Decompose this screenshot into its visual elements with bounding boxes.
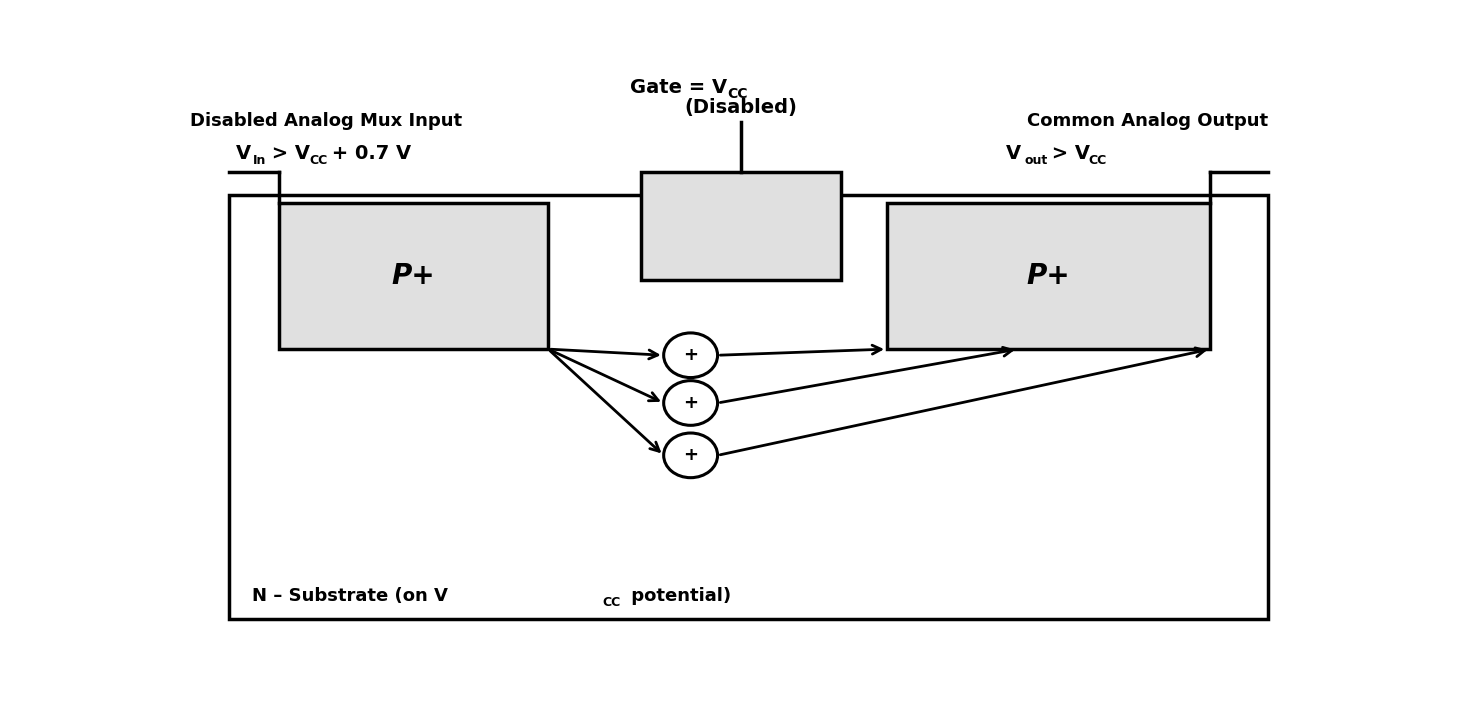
Text: P+: P+ bbox=[392, 262, 435, 290]
Text: Disabled Analog Mux Input: Disabled Analog Mux Input bbox=[190, 112, 462, 130]
Ellipse shape bbox=[663, 433, 717, 478]
Text: (Disabled): (Disabled) bbox=[684, 97, 798, 117]
Text: potential): potential) bbox=[625, 587, 732, 605]
Bar bbox=[228, 195, 1268, 619]
Text: +: + bbox=[684, 394, 698, 412]
Text: > V: > V bbox=[264, 143, 310, 163]
Text: N – Substrate (on V: N – Substrate (on V bbox=[251, 587, 447, 605]
Text: In: In bbox=[253, 154, 267, 167]
Text: V: V bbox=[237, 143, 251, 163]
Ellipse shape bbox=[663, 333, 717, 378]
Bar bbox=[279, 203, 548, 349]
Bar bbox=[640, 172, 840, 280]
Text: Common Analog Output: Common Analog Output bbox=[1027, 112, 1268, 130]
Text: CC: CC bbox=[602, 596, 621, 609]
Text: P+: P+ bbox=[1027, 262, 1071, 290]
Text: +: + bbox=[684, 346, 698, 364]
Text: CC: CC bbox=[1088, 154, 1107, 167]
Text: V: V bbox=[1007, 143, 1021, 163]
Text: Gate = V: Gate = V bbox=[630, 78, 726, 97]
Text: CC: CC bbox=[726, 87, 748, 101]
Text: + 0.7 V: + 0.7 V bbox=[324, 143, 411, 163]
Text: > V: > V bbox=[1045, 143, 1090, 163]
Text: CC: CC bbox=[310, 154, 327, 167]
Bar bbox=[887, 203, 1210, 349]
Text: out: out bbox=[1024, 154, 1048, 167]
Ellipse shape bbox=[663, 381, 717, 425]
Text: +: + bbox=[684, 446, 698, 464]
